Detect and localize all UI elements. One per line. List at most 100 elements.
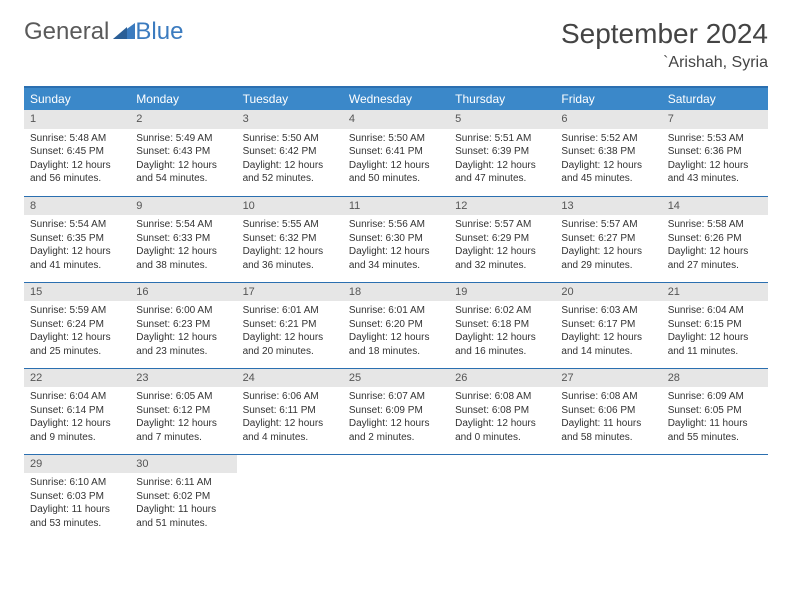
daylight-text-2: and 18 minutes. — [349, 345, 443, 359]
sunrise-text: Sunrise: 6:01 AM — [243, 304, 337, 318]
calendar-cell: 28 Sunrise: 6:09 AMSunset: 6:05 PMDayligh… — [662, 368, 768, 454]
sunrise-text: Sunrise: 6:09 AM — [668, 390, 762, 404]
weekday-saturday: Saturday — [662, 87, 768, 110]
day-details: Sunrise: 5:58 AMSunset: 6:26 PMDaylight:… — [662, 215, 768, 278]
weekday-friday: Friday — [555, 87, 661, 110]
sunset-text: Sunset: 6:35 PM — [30, 232, 124, 246]
sunrise-text: Sunrise: 6:08 AM — [561, 390, 655, 404]
day-details: Sunrise: 5:50 AMSunset: 6:41 PMDaylight:… — [343, 129, 449, 192]
daylight-text-1: Daylight: 12 hours — [349, 417, 443, 431]
daylight-text-1: Daylight: 12 hours — [349, 331, 443, 345]
day-details: Sunrise: 5:57 AMSunset: 6:29 PMDaylight:… — [449, 215, 555, 278]
sunrise-text: Sunrise: 6:03 AM — [561, 304, 655, 318]
calendar-cell: 26Sunrise: 6:08 AMSunset: 6:08 PMDayligh… — [449, 368, 555, 454]
calendar-cell — [555, 454, 661, 540]
daylight-text-1: Daylight: 12 hours — [668, 159, 762, 173]
day-details: Sunrise: 6:08 AMSunset: 6:06 PMDaylight:… — [555, 387, 661, 450]
daylight-text-1: Daylight: 12 hours — [30, 417, 124, 431]
daylight-text-2: and 41 minutes. — [30, 259, 124, 273]
day-number: 24 — [237, 369, 343, 388]
sunrise-text: Sunrise: 6:10 AM — [30, 476, 124, 490]
sunset-text: Sunset: 6:39 PM — [455, 145, 549, 159]
day-number: 8 — [24, 197, 130, 216]
sunset-text: Sunset: 6:14 PM — [30, 404, 124, 418]
calendar-cell: 13Sunrise: 5:57 AMSunset: 6:27 PMDayligh… — [555, 196, 661, 282]
day-number: 30 — [130, 455, 236, 474]
sunset-text: Sunset: 6:23 PM — [136, 318, 230, 332]
day-number: 5 — [449, 110, 555, 129]
sunrise-text: Sunrise: 5:50 AM — [349, 132, 443, 146]
week-row: 1Sunrise: 5:48 AMSunset: 6:45 PMDaylight… — [24, 110, 768, 196]
daylight-text-2: and 9 minutes. — [30, 431, 124, 445]
daylight-text-2: and 55 minutes. — [668, 431, 762, 445]
calendar-cell: 4Sunrise: 5:50 AMSunset: 6:41 PMDaylight… — [343, 110, 449, 196]
day-details: Sunrise: 5:49 AMSunset: 6:43 PMDaylight:… — [130, 129, 236, 192]
calendar-cell: 10Sunrise: 5:55 AMSunset: 6:32 PMDayligh… — [237, 196, 343, 282]
month-title: September 2024 — [561, 18, 768, 50]
weekday-sunday: Sunday — [24, 87, 130, 110]
day-details: Sunrise: 5:48 AMSunset: 6:45 PMDaylight:… — [24, 129, 130, 192]
daylight-text-2: and 43 minutes. — [668, 172, 762, 186]
calendar-cell: 14Sunrise: 5:58 AMSunset: 6:26 PMDayligh… — [662, 196, 768, 282]
calendar-cell — [449, 454, 555, 540]
daylight-text-2: and 25 minutes. — [30, 345, 124, 359]
daylight-text-2: and 11 minutes. — [668, 345, 762, 359]
day-number: 7 — [662, 110, 768, 129]
title-block: September 2024 `Arishah, Syria — [561, 18, 768, 72]
daylight-text-1: Daylight: 12 hours — [561, 331, 655, 345]
daylight-text-1: Daylight: 12 hours — [243, 417, 337, 431]
day-details: Sunrise: 6:05 AMSunset: 6:12 PMDaylight:… — [130, 387, 236, 450]
day-number: 1 — [24, 110, 130, 129]
sunset-text: Sunset: 6:42 PM — [243, 145, 337, 159]
day-number: 28 — [662, 369, 768, 388]
day-details: Sunrise: 5:53 AMSunset: 6:36 PMDaylight:… — [662, 129, 768, 192]
sunset-text: Sunset: 6:41 PM — [349, 145, 443, 159]
daylight-text-2: and 54 minutes. — [136, 172, 230, 186]
daylight-text-2: and 0 minutes. — [455, 431, 549, 445]
sunrise-text: Sunrise: 5:52 AM — [561, 132, 655, 146]
day-details: Sunrise: 6:04 AMSunset: 6:14 PMDaylight:… — [24, 387, 130, 450]
daylight-text-1: Daylight: 12 hours — [349, 245, 443, 259]
day-number: 18 — [343, 283, 449, 302]
calendar-cell — [662, 454, 768, 540]
week-row: 8Sunrise: 5:54 AMSunset: 6:35 PMDaylight… — [24, 196, 768, 282]
day-details: Sunrise: 6:04 AMSunset: 6:15 PMDaylight:… — [662, 301, 768, 364]
day-details: Sunrise: 6:01 AMSunset: 6:21 PMDaylight:… — [237, 301, 343, 364]
sunset-text: Sunset: 6:36 PM — [668, 145, 762, 159]
calendar-cell: 8Sunrise: 5:54 AMSunset: 6:35 PMDaylight… — [24, 196, 130, 282]
day-number: 3 — [237, 110, 343, 129]
daylight-text-1: Daylight: 11 hours — [668, 417, 762, 431]
day-number: 6 — [555, 110, 661, 129]
daylight-text-1: Daylight: 11 hours — [561, 417, 655, 431]
day-details: Sunrise: 6:08 AMSunset: 6:08 PMDaylight:… — [449, 387, 555, 450]
daylight-text-1: Daylight: 12 hours — [455, 245, 549, 259]
daylight-text-1: Daylight: 12 hours — [561, 245, 655, 259]
weekday-header-row: Sunday Monday Tuesday Wednesday Thursday… — [24, 87, 768, 110]
calendar-cell — [343, 454, 449, 540]
daylight-text-2: and 2 minutes. — [349, 431, 443, 445]
sunrise-text: Sunrise: 5:50 AM — [243, 132, 337, 146]
sunrise-text: Sunrise: 6:05 AM — [136, 390, 230, 404]
logo-word-general: General — [24, 18, 109, 46]
logo-triangle-icon — [113, 18, 135, 46]
daylight-text-1: Daylight: 12 hours — [243, 245, 337, 259]
sunrise-text: Sunrise: 5:57 AM — [561, 218, 655, 232]
sunset-text: Sunset: 6:05 PM — [668, 404, 762, 418]
daylight-text-1: Daylight: 12 hours — [561, 159, 655, 173]
daylight-text-1: Daylight: 12 hours — [349, 159, 443, 173]
day-details: Sunrise: 6:00 AMSunset: 6:23 PMDaylight:… — [130, 301, 236, 364]
daylight-text-2: and 16 minutes. — [455, 345, 549, 359]
sunrise-text: Sunrise: 6:11 AM — [136, 476, 230, 490]
calendar-cell: 21Sunrise: 6:04 AMSunset: 6:15 PMDayligh… — [662, 282, 768, 368]
sunrise-text: Sunrise: 6:02 AM — [455, 304, 549, 318]
calendar-cell — [237, 454, 343, 540]
sunrise-text: Sunrise: 5:55 AM — [243, 218, 337, 232]
calendar-cell: 15Sunrise: 5:59 AMSunset: 6:24 PMDayligh… — [24, 282, 130, 368]
daylight-text-2: and 36 minutes. — [243, 259, 337, 273]
sunrise-text: Sunrise: 6:01 AM — [349, 304, 443, 318]
day-details: Sunrise: 5:54 AMSunset: 6:33 PMDaylight:… — [130, 215, 236, 278]
calendar-cell: 7Sunrise: 5:53 AMSunset: 6:36 PMDaylight… — [662, 110, 768, 196]
sunrise-text: Sunrise: 6:06 AM — [243, 390, 337, 404]
weekday-thursday: Thursday — [449, 87, 555, 110]
daylight-text-1: Daylight: 12 hours — [136, 245, 230, 259]
